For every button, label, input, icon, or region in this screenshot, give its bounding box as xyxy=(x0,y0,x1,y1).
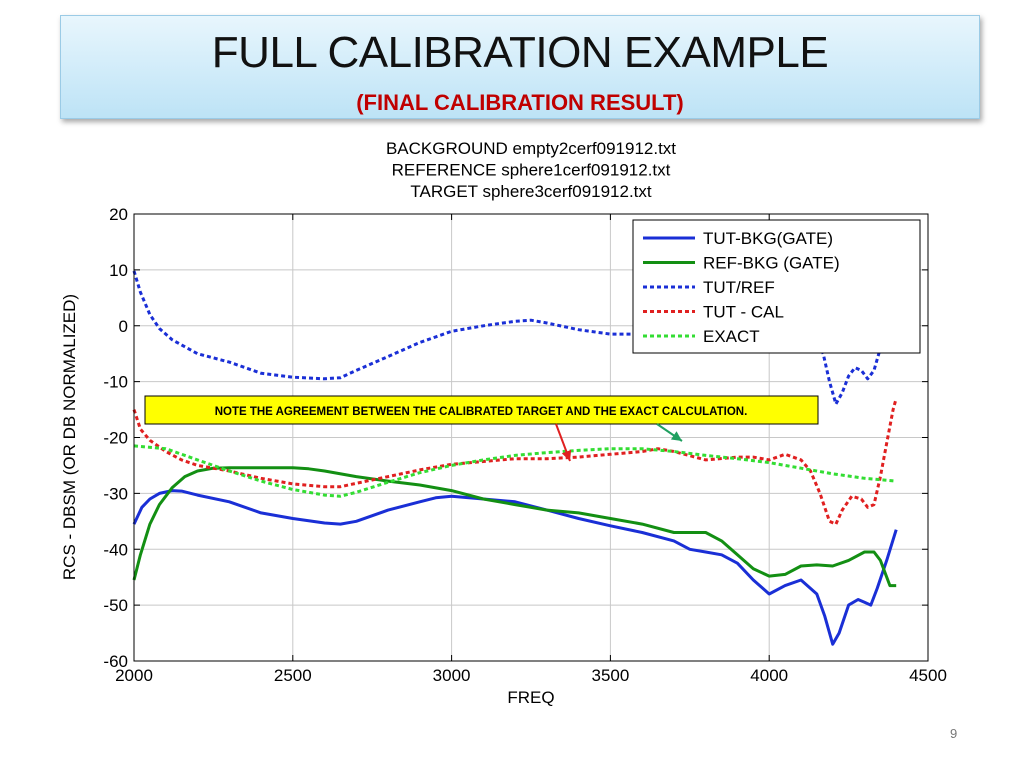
legend-label: TUT-BKG(GATE) xyxy=(703,229,833,248)
x-tick-label: 2500 xyxy=(274,666,312,685)
x-tick-label: 4500 xyxy=(909,666,947,685)
series-line-0 xyxy=(132,489,898,646)
annotation-arrowhead xyxy=(670,431,682,441)
y-tick-label: -10 xyxy=(103,373,128,392)
y-tick-label: 10 xyxy=(109,261,128,280)
x-tick-label: 3000 xyxy=(433,666,471,685)
chart-title-line: REFERENCE sphere1cerf091912.txt xyxy=(392,161,671,180)
y-tick-label: -60 xyxy=(103,652,128,671)
legend-label: EXACT xyxy=(703,327,760,346)
x-tick-label: 3500 xyxy=(591,666,629,685)
chart-title-line: TARGET sphere3cerf091912.txt xyxy=(410,182,652,201)
y-tick-label: 20 xyxy=(109,205,128,224)
x-tick-label: 2000 xyxy=(115,666,153,685)
x-axis-label: FREQ xyxy=(507,688,554,707)
y-tick-label: -40 xyxy=(103,540,128,559)
slide-title: FULL CALIBRATION EXAMPLE xyxy=(211,28,829,77)
x-tick-label: 4000 xyxy=(750,666,788,685)
annotation-box xyxy=(144,395,819,425)
y-tick-label: -20 xyxy=(103,429,128,448)
legend-label: TUT/REF xyxy=(703,278,775,297)
slide-number: 9 xyxy=(950,726,958,741)
y-tick-label: -50 xyxy=(103,596,128,615)
chart-title-line: BACKGROUND empty2cerf091912.txt xyxy=(386,139,676,158)
slide-subtitle: (FINAL CALIBRATION RESULT) xyxy=(356,90,684,115)
series-line-4 xyxy=(133,444,897,498)
series-line-2 xyxy=(132,270,892,406)
title-banner: FULL CALIBRATION EXAMPLE (FINAL CALIBRAT… xyxy=(60,15,980,119)
annotation-text: NOTE THE AGREEMENT BETWEEN THE CALIBRATE… xyxy=(215,406,748,418)
series-line-1 xyxy=(132,466,897,588)
y-axis-label: RCS - DBSM (OR DB NORMALIZED) xyxy=(60,294,79,580)
legend-label: TUT - CAL xyxy=(703,303,784,322)
annotation-arrowhead xyxy=(561,449,572,461)
y-tick-label: 0 xyxy=(119,317,128,336)
legend-label: REF-BKG (GATE) xyxy=(703,254,840,273)
y-tick-label: -30 xyxy=(103,484,128,503)
